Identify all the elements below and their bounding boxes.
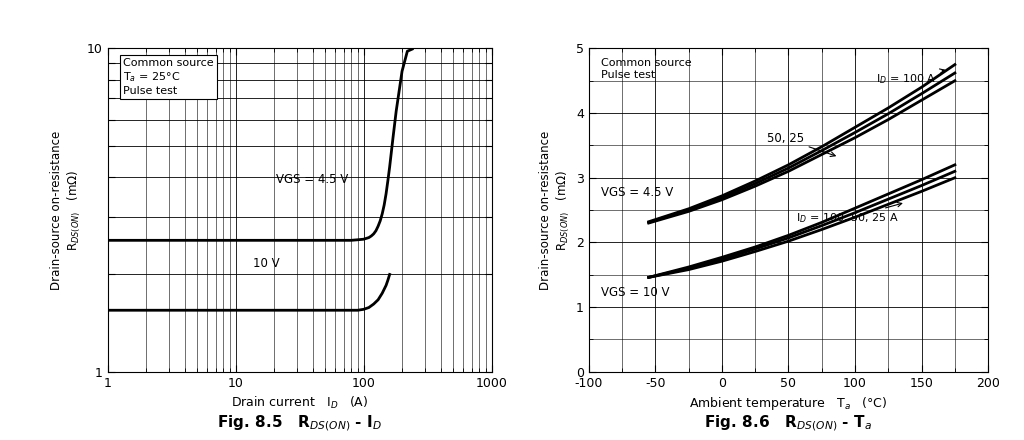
Text: Common source
Pulse test: Common source Pulse test	[601, 58, 691, 80]
Text: 50, 25: 50, 25	[767, 132, 836, 157]
Text: Fig. 8.5   R$_{DS(ON)}$ - I$_D$: Fig. 8.5 R$_{DS(ON)}$ - I$_D$	[217, 414, 382, 433]
Text: Fig. 8.6   R$_{DS(ON)}$ - T$_a$: Fig. 8.6 R$_{DS(ON)}$ - T$_a$	[705, 414, 872, 433]
Text: I$_D$ = 100 A: I$_D$ = 100 A	[877, 69, 944, 86]
Text: VGS = 10 V: VGS = 10 V	[601, 286, 670, 299]
Text: VGS = 4.5 V: VGS = 4.5 V	[276, 173, 349, 186]
Y-axis label: Drain-source on-resistance
R$_{DS(ON)}$   (mΩ): Drain-source on-resistance R$_{DS(ON)}$ …	[539, 131, 571, 290]
Text: 10 V: 10 V	[254, 257, 281, 270]
X-axis label: Drain current   I$_D$   (A): Drain current I$_D$ (A)	[230, 395, 369, 411]
Text: VGS = 4.5 V: VGS = 4.5 V	[601, 186, 673, 199]
X-axis label: Ambient temperature   T$_a$   (°C): Ambient temperature T$_a$ (°C)	[689, 395, 888, 412]
Text: I$_D$ = 100, 50, 25 A: I$_D$ = 100, 50, 25 A	[797, 202, 902, 225]
Y-axis label: Drain-source on-resistance
R$_{DS(ON)}$   (mΩ): Drain-source on-resistance R$_{DS(ON)}$ …	[50, 131, 83, 290]
Text: Common source
T$_a$ = 25°C
Pulse test: Common source T$_a$ = 25°C Pulse test	[123, 58, 214, 95]
